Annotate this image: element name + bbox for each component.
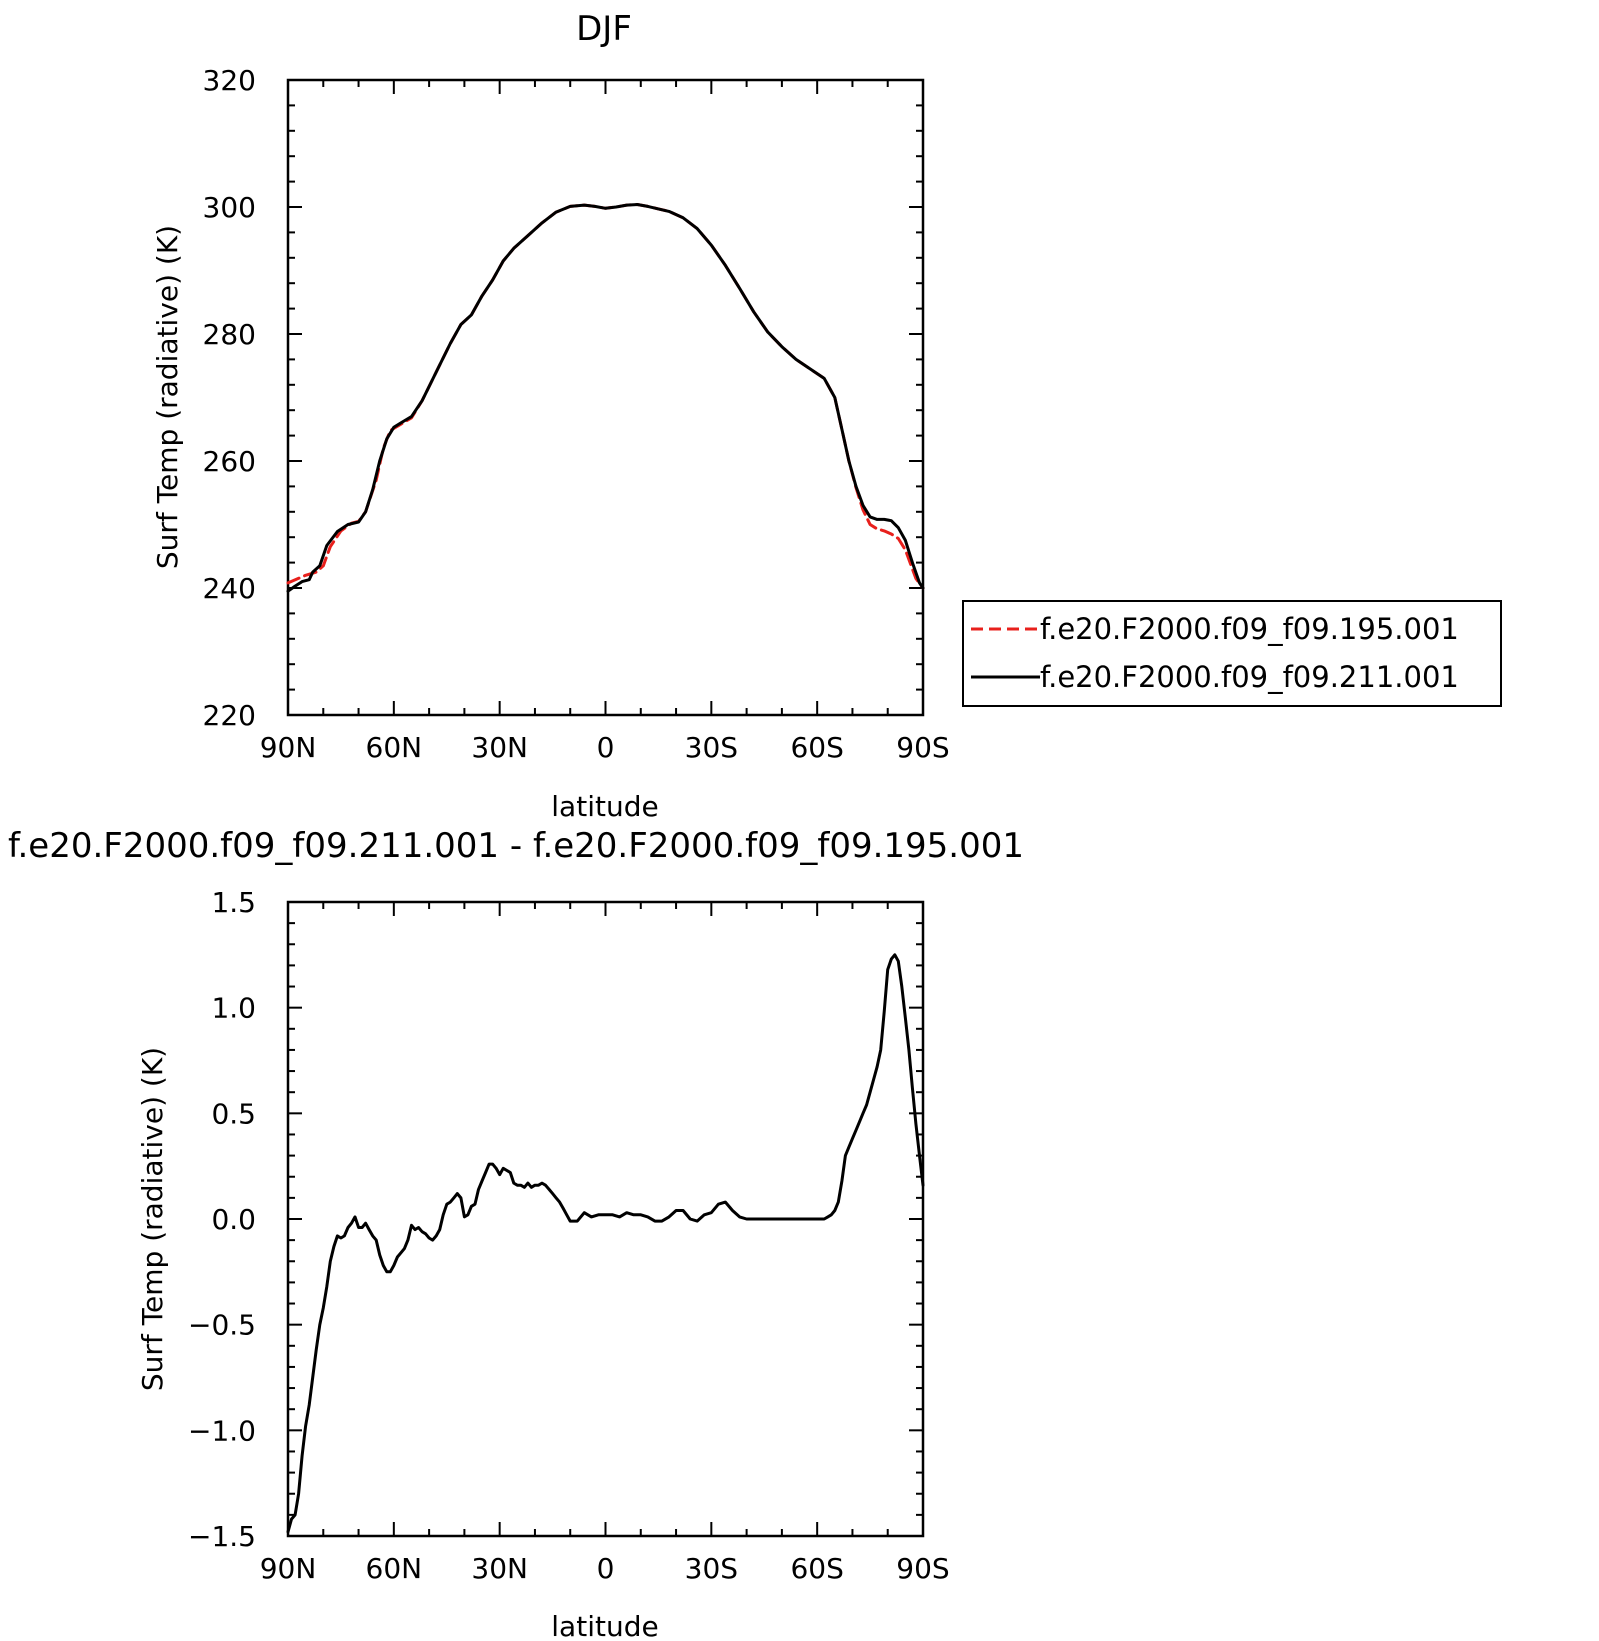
x-tick-label: 90N bbox=[260, 1552, 317, 1585]
panel2-y-axis-label: Surf Temp (radiative) (K) bbox=[136, 1047, 169, 1391]
y-tick-label: 1.5 bbox=[211, 886, 256, 919]
y-tick-label: 300 bbox=[203, 191, 256, 224]
x-tick-label: 0 bbox=[597, 1552, 615, 1585]
x-tick-label: 60N bbox=[366, 1552, 423, 1585]
x-tick-label: 60S bbox=[790, 731, 843, 764]
y-tick-label: 0.5 bbox=[211, 1097, 256, 1130]
panel2-x-axis-label: latitude bbox=[551, 1610, 658, 1641]
panel1-x-axis-label: latitude bbox=[551, 790, 658, 823]
x-tick-label: 60N bbox=[366, 731, 423, 764]
legend-label-211: f.e20.F2000.f09_f09.211.001 bbox=[1040, 660, 1459, 694]
legend-label-195: f.e20.F2000.f09_f09.195.001 bbox=[1040, 612, 1459, 646]
panel1-series bbox=[286, 203, 925, 593]
y-tick-label: 260 bbox=[203, 445, 256, 478]
x-tick-label: 90S bbox=[896, 1552, 949, 1585]
x-tick-label: 60S bbox=[790, 1552, 843, 1585]
panel1-y-ticks: 220 240 260 280 300 320 bbox=[203, 64, 923, 732]
y-tick-label: 0.0 bbox=[211, 1203, 256, 1236]
y-tick-label: −1.0 bbox=[188, 1414, 256, 1447]
panel1-title: DJF bbox=[576, 9, 632, 49]
x-tick-label: 30N bbox=[471, 1552, 528, 1585]
panel2-plot-frame bbox=[286, 900, 925, 1538]
panel2-title: f.e20.F2000.f09_f09.211.001 - f.e20.F200… bbox=[8, 826, 1024, 866]
y-tick-label: 240 bbox=[203, 572, 256, 605]
legend: f.e20.F2000.f09_f09.195.001 f.e20.F2000.… bbox=[962, 600, 1502, 707]
panel-top: DJF 90N 60N 30N 0 30S 60S 90S 220 240 260 280 300 3… bbox=[151, 9, 1502, 823]
panel2-series bbox=[286, 953, 925, 1534]
panel1-series-line-0 bbox=[286, 203, 925, 590]
panel1-plot-frame bbox=[286, 78, 925, 717]
panel-bottom: f.e20.F2000.f09_f09.211.001 - f.e20.F200… bbox=[8, 826, 1024, 1641]
y-tick-label: 220 bbox=[203, 699, 256, 732]
x-tick-label: 90N bbox=[260, 731, 317, 764]
x-tick-label: 30S bbox=[685, 731, 738, 764]
y-tick-label: 320 bbox=[203, 64, 256, 97]
panel2-y-ticks: −1.5 −1.0 −0.5 0.0 0.5 1.0 1.5 bbox=[188, 886, 923, 1553]
x-tick-label: 30S bbox=[685, 1552, 738, 1585]
legend-box bbox=[962, 600, 1502, 707]
y-tick-label: −1.5 bbox=[188, 1520, 256, 1553]
panel1-y-axis-label: Surf Temp (radiative) (K) bbox=[151, 225, 184, 569]
y-tick-label: 280 bbox=[203, 318, 256, 351]
y-tick-label: −0.5 bbox=[188, 1309, 256, 1342]
y-tick-label: 1.0 bbox=[211, 992, 256, 1025]
panel2-series-line-0 bbox=[286, 953, 925, 1534]
x-tick-label: 30N bbox=[471, 731, 528, 764]
panel2-x-ticks: 90N 60N 30N 0 30S 60S 90S bbox=[260, 902, 950, 1585]
panel1-series-line-1 bbox=[286, 203, 925, 593]
panel1-x-ticks: 90N 60N 30N 0 30S 60S 90S bbox=[260, 80, 950, 764]
x-tick-label: 0 bbox=[597, 731, 615, 764]
x-tick-label: 90S bbox=[896, 731, 949, 764]
